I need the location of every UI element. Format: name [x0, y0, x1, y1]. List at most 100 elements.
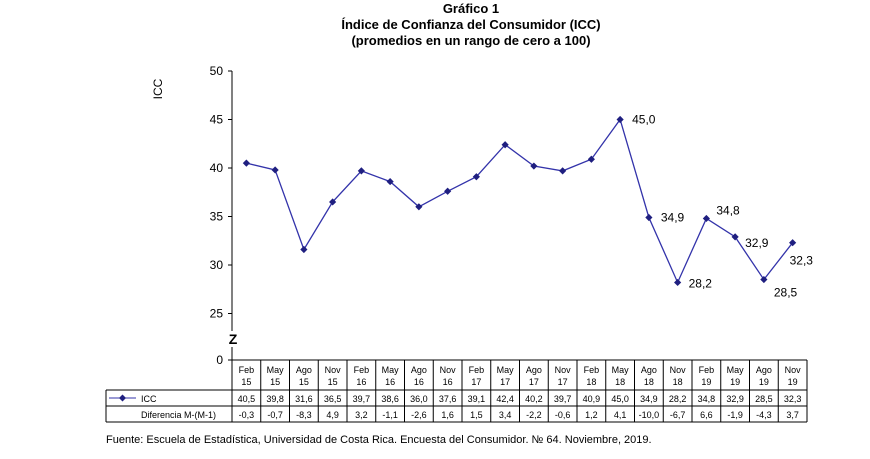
data-point — [386, 177, 394, 186]
table-cell-diff: -0,3 — [239, 410, 255, 420]
data-point — [674, 278, 682, 287]
table-cell-diff: 1,6 — [441, 410, 454, 420]
x-tick-label-year: 18 — [644, 377, 654, 387]
y-tick-label: 30 — [210, 258, 224, 272]
data-point — [702, 214, 710, 223]
table-cell-icc: 39,7 — [554, 394, 572, 404]
y-tick-label: 0 — [216, 353, 223, 367]
table-cell-diff: -6,7 — [670, 410, 686, 420]
data-label: 45,0 — [632, 113, 656, 127]
x-tick-label-year: 17 — [500, 377, 510, 387]
data-table: Feb 15 40,5 -0,3 May 15 39,8 -0,7 Ago 15 31,6 -8,3 N… — [105, 359, 808, 423]
x-tick-label-year: 17 — [471, 377, 481, 387]
axes: Z0 25 30 35 40 45 50 — [210, 64, 238, 367]
table-cell-diff: 3,2 — [355, 410, 368, 420]
data-point — [645, 213, 653, 222]
data-point — [530, 162, 538, 170]
x-tick-label-year: 15 — [241, 377, 251, 387]
data-point — [329, 198, 337, 206]
x-tick-label-year: 16 — [385, 377, 395, 387]
x-tick-label-month: Feb — [354, 365, 370, 375]
x-tick-label-year: 18 — [615, 377, 625, 387]
table-cell-icc: 34,8 — [698, 394, 716, 404]
table-cell-diff: -2,2 — [526, 410, 542, 420]
data-labels: 45,0 34,9 28,2 34,8 32,9 28,5 32,3 — [632, 113, 813, 300]
data-point — [501, 141, 509, 149]
x-tick-label-month: Feb — [469, 365, 485, 375]
y-axis-label: ICC — [151, 78, 165, 99]
x-tick-label-month: May — [727, 365, 745, 375]
table-cell-diff: -0,6 — [555, 410, 571, 420]
x-tick-label-month: Ago — [296, 365, 312, 375]
table-cell-diff: 4,1 — [614, 410, 627, 420]
x-tick-label-year: 16 — [356, 377, 366, 387]
table-cell-diff: -8,3 — [296, 410, 312, 420]
table-cell-icc: 37,6 — [439, 394, 457, 404]
x-tick-label-month: Feb — [239, 365, 255, 375]
table-cell-icc: 38,6 — [381, 394, 399, 404]
series-icc — [242, 115, 797, 287]
data-point — [444, 187, 452, 195]
axis-break-mark: Z — [229, 331, 238, 347]
table-cell-icc: 40,2 — [525, 394, 543, 404]
x-tick-label-month: Feb — [699, 365, 715, 375]
x-tick-label-year: 15 — [270, 377, 280, 387]
data-point — [271, 166, 279, 174]
x-tick-label-month: Nov — [440, 365, 457, 375]
table-cell-icc: 28,5 — [755, 394, 773, 404]
chart-subtitle: Índice de Confianza del Consumidor (ICC) — [341, 17, 600, 32]
table-cell-icc: 40,5 — [238, 394, 256, 404]
x-tick-label-month: Nov — [785, 365, 802, 375]
x-tick-label-month: Ago — [526, 365, 542, 375]
x-tick-label-month: May — [612, 365, 630, 375]
x-tick-label-month: Nov — [670, 365, 687, 375]
x-tick-label-year: 15 — [299, 377, 309, 387]
table-cell-diff: -1,9 — [727, 410, 743, 420]
data-point — [760, 275, 768, 284]
data-point — [300, 245, 308, 254]
x-tick-label-month: Ago — [756, 365, 772, 375]
data-point — [789, 239, 797, 247]
series-line-icc — [246, 118, 794, 285]
x-tick-label-year: 16 — [414, 377, 424, 387]
x-tick-label-month: Nov — [555, 365, 572, 375]
row-label-diff: Diferencia M-(M-1) — [141, 410, 216, 420]
legend-marker — [119, 394, 126, 402]
data-point — [731, 233, 739, 241]
table-cell-diff: -4,3 — [756, 410, 772, 420]
data-label: 28,5 — [774, 286, 798, 300]
x-tick-label-month: Nov — [325, 365, 342, 375]
table-cell-icc: 36,5 — [324, 394, 342, 404]
table-cell-icc: 39,1 — [468, 394, 486, 404]
chart-title: Gráfico 1 — [443, 1, 499, 16]
x-tick-label-month: Feb — [584, 365, 600, 375]
data-label: 34,8 — [716, 203, 740, 217]
table-cell-diff: -2,6 — [411, 410, 427, 420]
y-tick-label: 35 — [210, 210, 224, 224]
table-cell-diff: 1,2 — [585, 410, 598, 420]
x-tick-label-month: May — [497, 365, 515, 375]
table-cell-diff: -1,1 — [382, 410, 398, 420]
table-cell-icc: 45,0 — [611, 394, 629, 404]
table-cell-icc: 31,6 — [295, 394, 313, 404]
data-point — [559, 167, 567, 175]
data-label: 32,9 — [745, 236, 769, 250]
x-tick-label-year: 17 — [529, 377, 539, 387]
table-cell-diff: 3,7 — [786, 410, 799, 420]
source-note: Fuente: Escuela de Estadística, Universi… — [106, 434, 652, 446]
table-cell-icc: 34,9 — [640, 394, 658, 404]
table-cell-icc: 32,3 — [784, 394, 802, 404]
y-tick-label: 40 — [210, 161, 224, 175]
data-point — [472, 173, 480, 181]
x-tick-label-year: 19 — [701, 377, 711, 387]
x-tick-label-month: May — [267, 365, 285, 375]
table-cell-diff: -0,7 — [267, 410, 283, 420]
table-cell-diff: 1,5 — [470, 410, 483, 420]
data-point — [415, 203, 423, 211]
data-point — [242, 159, 250, 167]
data-point — [587, 155, 595, 163]
x-tick-label-year: 15 — [328, 377, 338, 387]
x-tick-label-year: 18 — [586, 377, 596, 387]
y-tick-label: 45 — [210, 113, 224, 127]
